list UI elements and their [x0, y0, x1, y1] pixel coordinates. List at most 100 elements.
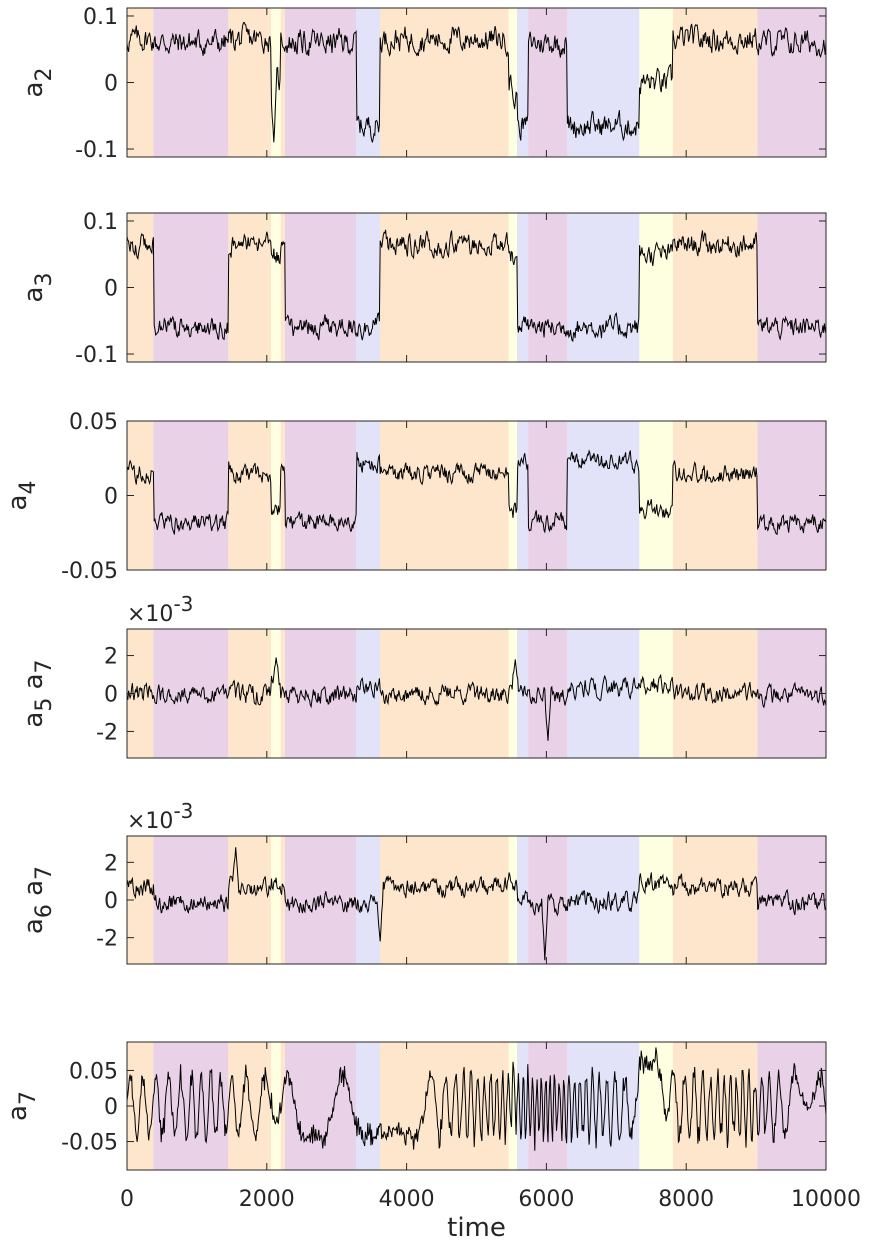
series-line — [127, 229, 826, 343]
state-segment-orange — [280, 1042, 285, 1170]
y-label-symbol: a — [3, 495, 33, 511]
series-line — [127, 21, 826, 143]
exponent-base: ×10 — [127, 602, 173, 627]
y-tick-label: -0.05 — [61, 559, 118, 584]
state-segment-orange — [380, 836, 509, 964]
y-label-subscript: 4 — [16, 481, 41, 495]
state-segment-purple — [528, 8, 568, 157]
y-label-symbol-2: a — [19, 673, 49, 689]
y-tick-label: -0.1 — [75, 138, 118, 163]
y-exponent-label: ×10-3 — [127, 592, 193, 627]
y-label-gap — [19, 896, 49, 904]
state-segment-purple — [284, 8, 357, 157]
state-segment-blue — [517, 213, 529, 362]
state-segment-yellow — [270, 213, 281, 362]
y-label-symbol: a — [19, 712, 49, 728]
y-tick-label: 0.1 — [83, 210, 118, 235]
state-segment-purple — [153, 1042, 229, 1170]
state-segment-purple — [153, 8, 229, 157]
panel-6: -0.05 0 0.05 a7 0 2000 4000 6000 8000 10000 time — [3, 1041, 861, 1243]
state-segment-blue — [356, 836, 381, 964]
state-segment-blue — [567, 629, 640, 758]
panel-4: -202×10-3a5 a7 — [19, 592, 827, 759]
state-segment-yellow — [508, 213, 518, 362]
state-segment-purple — [528, 421, 568, 570]
y-label-subscript: 6 — [32, 904, 57, 918]
y-axis-label: a6 a7 — [19, 866, 57, 934]
y-tick-label: -2 — [96, 720, 118, 745]
state-segment-purple — [757, 421, 826, 570]
state-segment-purple — [284, 1042, 357, 1170]
series-line — [127, 657, 826, 741]
state-segment-blue — [356, 1042, 381, 1170]
state-segment-purple — [284, 213, 357, 362]
state-segment-orange — [380, 421, 509, 570]
y-label-symbol: a — [19, 82, 49, 98]
y-label-gap — [19, 689, 49, 697]
y-tick-label: 0 — [104, 72, 118, 97]
state-segment-blue — [517, 8, 529, 157]
state-segment-blue — [567, 213, 640, 362]
y-tick-label: 0 — [104, 889, 118, 914]
y-label-symbol-2: a — [19, 880, 49, 896]
state-segment-purple — [757, 1042, 826, 1170]
x-tick-label: 10000 — [791, 1187, 861, 1212]
x-tick-label: 8000 — [658, 1187, 714, 1212]
y-label-symbol: a — [3, 1105, 33, 1121]
panel-5: -202×10-3a6 a7 — [19, 799, 827, 965]
state-segment-blue — [356, 629, 381, 758]
state-segment-orange — [380, 8, 509, 157]
y-tick-label: -2 — [96, 927, 118, 952]
y-axis-label: a4 — [3, 481, 41, 511]
state-segment-yellow — [639, 213, 673, 362]
state-segment-orange — [280, 836, 285, 964]
state-segment-yellow — [639, 629, 673, 758]
state-segment-yellow — [270, 629, 281, 758]
y-axis-label: a5 a7 — [19, 659, 57, 727]
state-segment-yellow — [639, 1042, 673, 1170]
state-segment-blue — [356, 8, 381, 157]
state-segment-orange — [672, 629, 758, 758]
state-segment-yellow — [508, 629, 518, 758]
state-segment-yellow — [270, 1042, 281, 1170]
x-tick-label: 6000 — [518, 1187, 574, 1212]
state-segment-orange — [380, 1042, 509, 1170]
state-segment-orange — [228, 8, 271, 157]
y-tick-label: 0 — [104, 485, 118, 510]
state-segment-orange — [672, 836, 758, 964]
y-tick-label: 2 — [104, 851, 118, 876]
y-tick-label: 0.05 — [69, 410, 118, 435]
state-segment-yellow — [270, 421, 281, 570]
y-label-subscript: 2 — [32, 68, 57, 82]
x-tick-label: 0 — [120, 1187, 134, 1212]
state-segment-blue — [517, 421, 529, 570]
state-segment-purple — [153, 213, 229, 362]
y-tick-label: 2 — [104, 645, 118, 670]
y-axis-label: a3 — [19, 273, 57, 303]
state-segment-blue — [567, 1042, 640, 1170]
y-axis-label: a7 — [3, 1091, 41, 1121]
state-segment-orange — [228, 421, 271, 570]
state-segment-orange — [228, 629, 271, 758]
state-segment-orange — [280, 8, 285, 157]
series-line — [127, 449, 826, 536]
state-segment-yellow — [508, 421, 518, 570]
series-line — [127, 1047, 826, 1151]
state-segment-orange — [672, 421, 758, 570]
state-segment-yellow — [508, 8, 518, 157]
state-segment-orange — [280, 213, 285, 362]
state-segment-yellow — [508, 1042, 518, 1170]
panel-1: -0.1 0 0.1 a2 — [19, 5, 827, 163]
y-label-subscript: 3 — [32, 273, 57, 287]
state-segment-orange — [228, 213, 271, 362]
state-segment-purple — [284, 421, 357, 570]
y-tick-label: 0 — [104, 1095, 118, 1120]
state-segment-purple — [153, 421, 229, 570]
panel-2: -0.1 0 0.1 a3 — [19, 210, 827, 368]
x-axis-label: time — [447, 1213, 506, 1243]
exponent-power: -3 — [173, 799, 193, 823]
exponent-power: -3 — [173, 592, 193, 616]
y-tick-label: 0.05 — [69, 1059, 118, 1084]
y-label-symbol: a — [19, 287, 49, 303]
series-line — [127, 847, 826, 961]
